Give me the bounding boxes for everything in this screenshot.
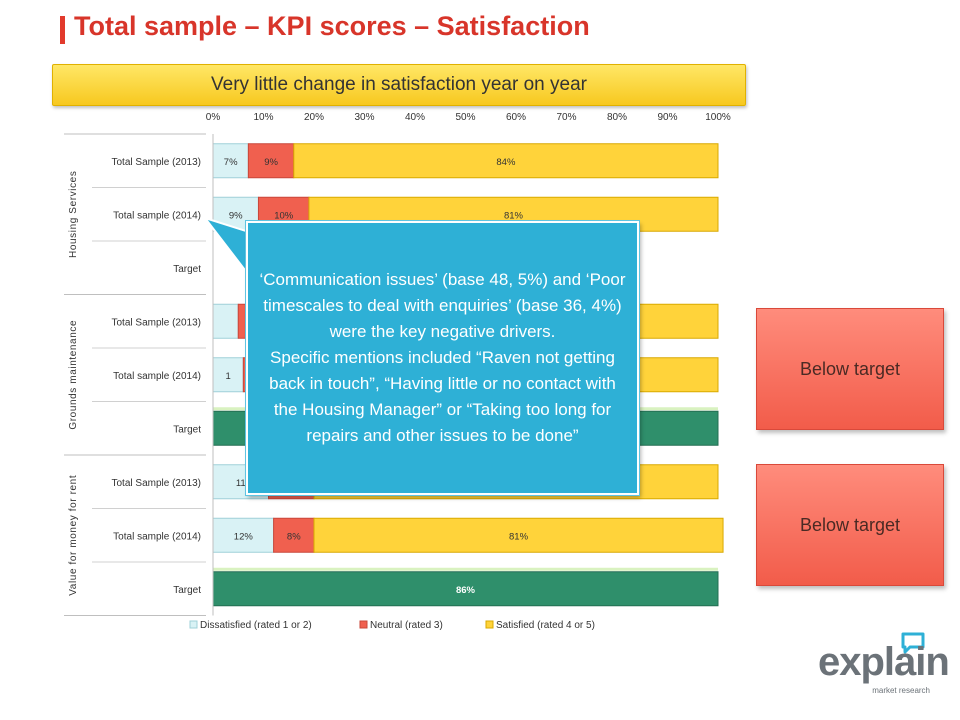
- x-tick-label: 0%: [206, 112, 221, 123]
- legend-swatch: [485, 620, 494, 629]
- data-label: 81%: [509, 531, 529, 542]
- status-badge-label: Below target: [799, 358, 901, 379]
- bar-segment: [247, 143, 295, 179]
- headline-banner: Very little change in satisfaction year …: [52, 64, 746, 106]
- legend-label: Dissatisfied (rated 1 or 2): [200, 620, 312, 631]
- bar-segment: [293, 143, 719, 179]
- row-label: Total sample (2014): [113, 210, 201, 221]
- legend-label: Satisfied (rated 4 or 5): [496, 620, 595, 631]
- bar-segment: [212, 143, 249, 179]
- headline-text: Very little change in satisfaction year …: [211, 74, 587, 95]
- target-bar: [212, 571, 719, 607]
- data-label: 10%: [274, 210, 294, 221]
- logo-wordmark: explain: [818, 640, 950, 684]
- x-tick-label: 90%: [657, 112, 677, 123]
- data-label: 1: [226, 371, 231, 382]
- bar-segment: [313, 517, 724, 553]
- x-tick-label: 80%: [607, 112, 627, 123]
- data-label: 81%: [504, 210, 524, 221]
- legend-label: Neutral (rated 3): [370, 620, 443, 631]
- row-label: Target: [173, 424, 201, 435]
- row-label: Total sample (2014): [113, 531, 201, 542]
- x-tick-label: 100%: [705, 112, 731, 123]
- group-label: Housing Services: [68, 171, 79, 258]
- row-label: Total Sample (2013): [112, 157, 202, 168]
- row-label: Total sample (2014): [113, 371, 201, 382]
- x-tick-label: 50%: [455, 112, 475, 123]
- title-accent-bar: [60, 16, 65, 44]
- data-label: 12%: [234, 531, 254, 542]
- status-badge-value-for-money: Below target: [756, 464, 944, 586]
- legend-swatch: [189, 620, 198, 629]
- data-label: 9%: [229, 210, 243, 221]
- logo-tagline: market research: [872, 686, 930, 695]
- bar-segment: [212, 303, 239, 339]
- group-label: Grounds maintenance: [68, 320, 79, 430]
- group-label: Value for money for rent: [68, 475, 79, 596]
- data-label: 11: [236, 478, 246, 489]
- status-badge-grounds: Below target: [756, 308, 944, 430]
- data-label: 7%: [224, 157, 238, 168]
- x-tick-label: 30%: [354, 112, 374, 123]
- data-label: 84%: [496, 157, 516, 168]
- x-tick-label: 40%: [405, 112, 425, 123]
- status-badge-label: Below target: [799, 514, 901, 535]
- data-label: 8%: [287, 531, 301, 542]
- data-label: 86%: [456, 585, 476, 596]
- x-tick-label: 10%: [253, 112, 273, 123]
- data-label: 9%: [264, 157, 278, 168]
- target-bar-top-strip: [213, 567, 718, 571]
- legend-swatch: [359, 620, 368, 629]
- row-label: Total Sample (2013): [112, 317, 202, 328]
- x-tick-label: 60%: [506, 112, 526, 123]
- explain-logo: explain market research: [818, 632, 950, 698]
- callout-text-drivers: ‘Communication issues’ (base 48, 5%) and…: [259, 270, 626, 341]
- row-label: Total Sample (2013): [112, 478, 202, 489]
- speech-bubble-icon: [901, 632, 925, 654]
- callout-text-mentions: Specific mentions included “Raven not ge…: [269, 348, 616, 445]
- page-title: Total sample – KPI scores – Satisfaction: [74, 11, 590, 41]
- bar-segment: [273, 517, 315, 553]
- x-tick-label: 20%: [304, 112, 324, 123]
- row-label: Target: [173, 585, 201, 596]
- bar-segment: [212, 357, 244, 393]
- bar-segment: [212, 517, 275, 553]
- insight-callout: ‘Communication issues’ (base 48, 5%) and…: [246, 221, 639, 495]
- row-label: Target: [173, 264, 201, 275]
- x-tick-label: 70%: [556, 112, 576, 123]
